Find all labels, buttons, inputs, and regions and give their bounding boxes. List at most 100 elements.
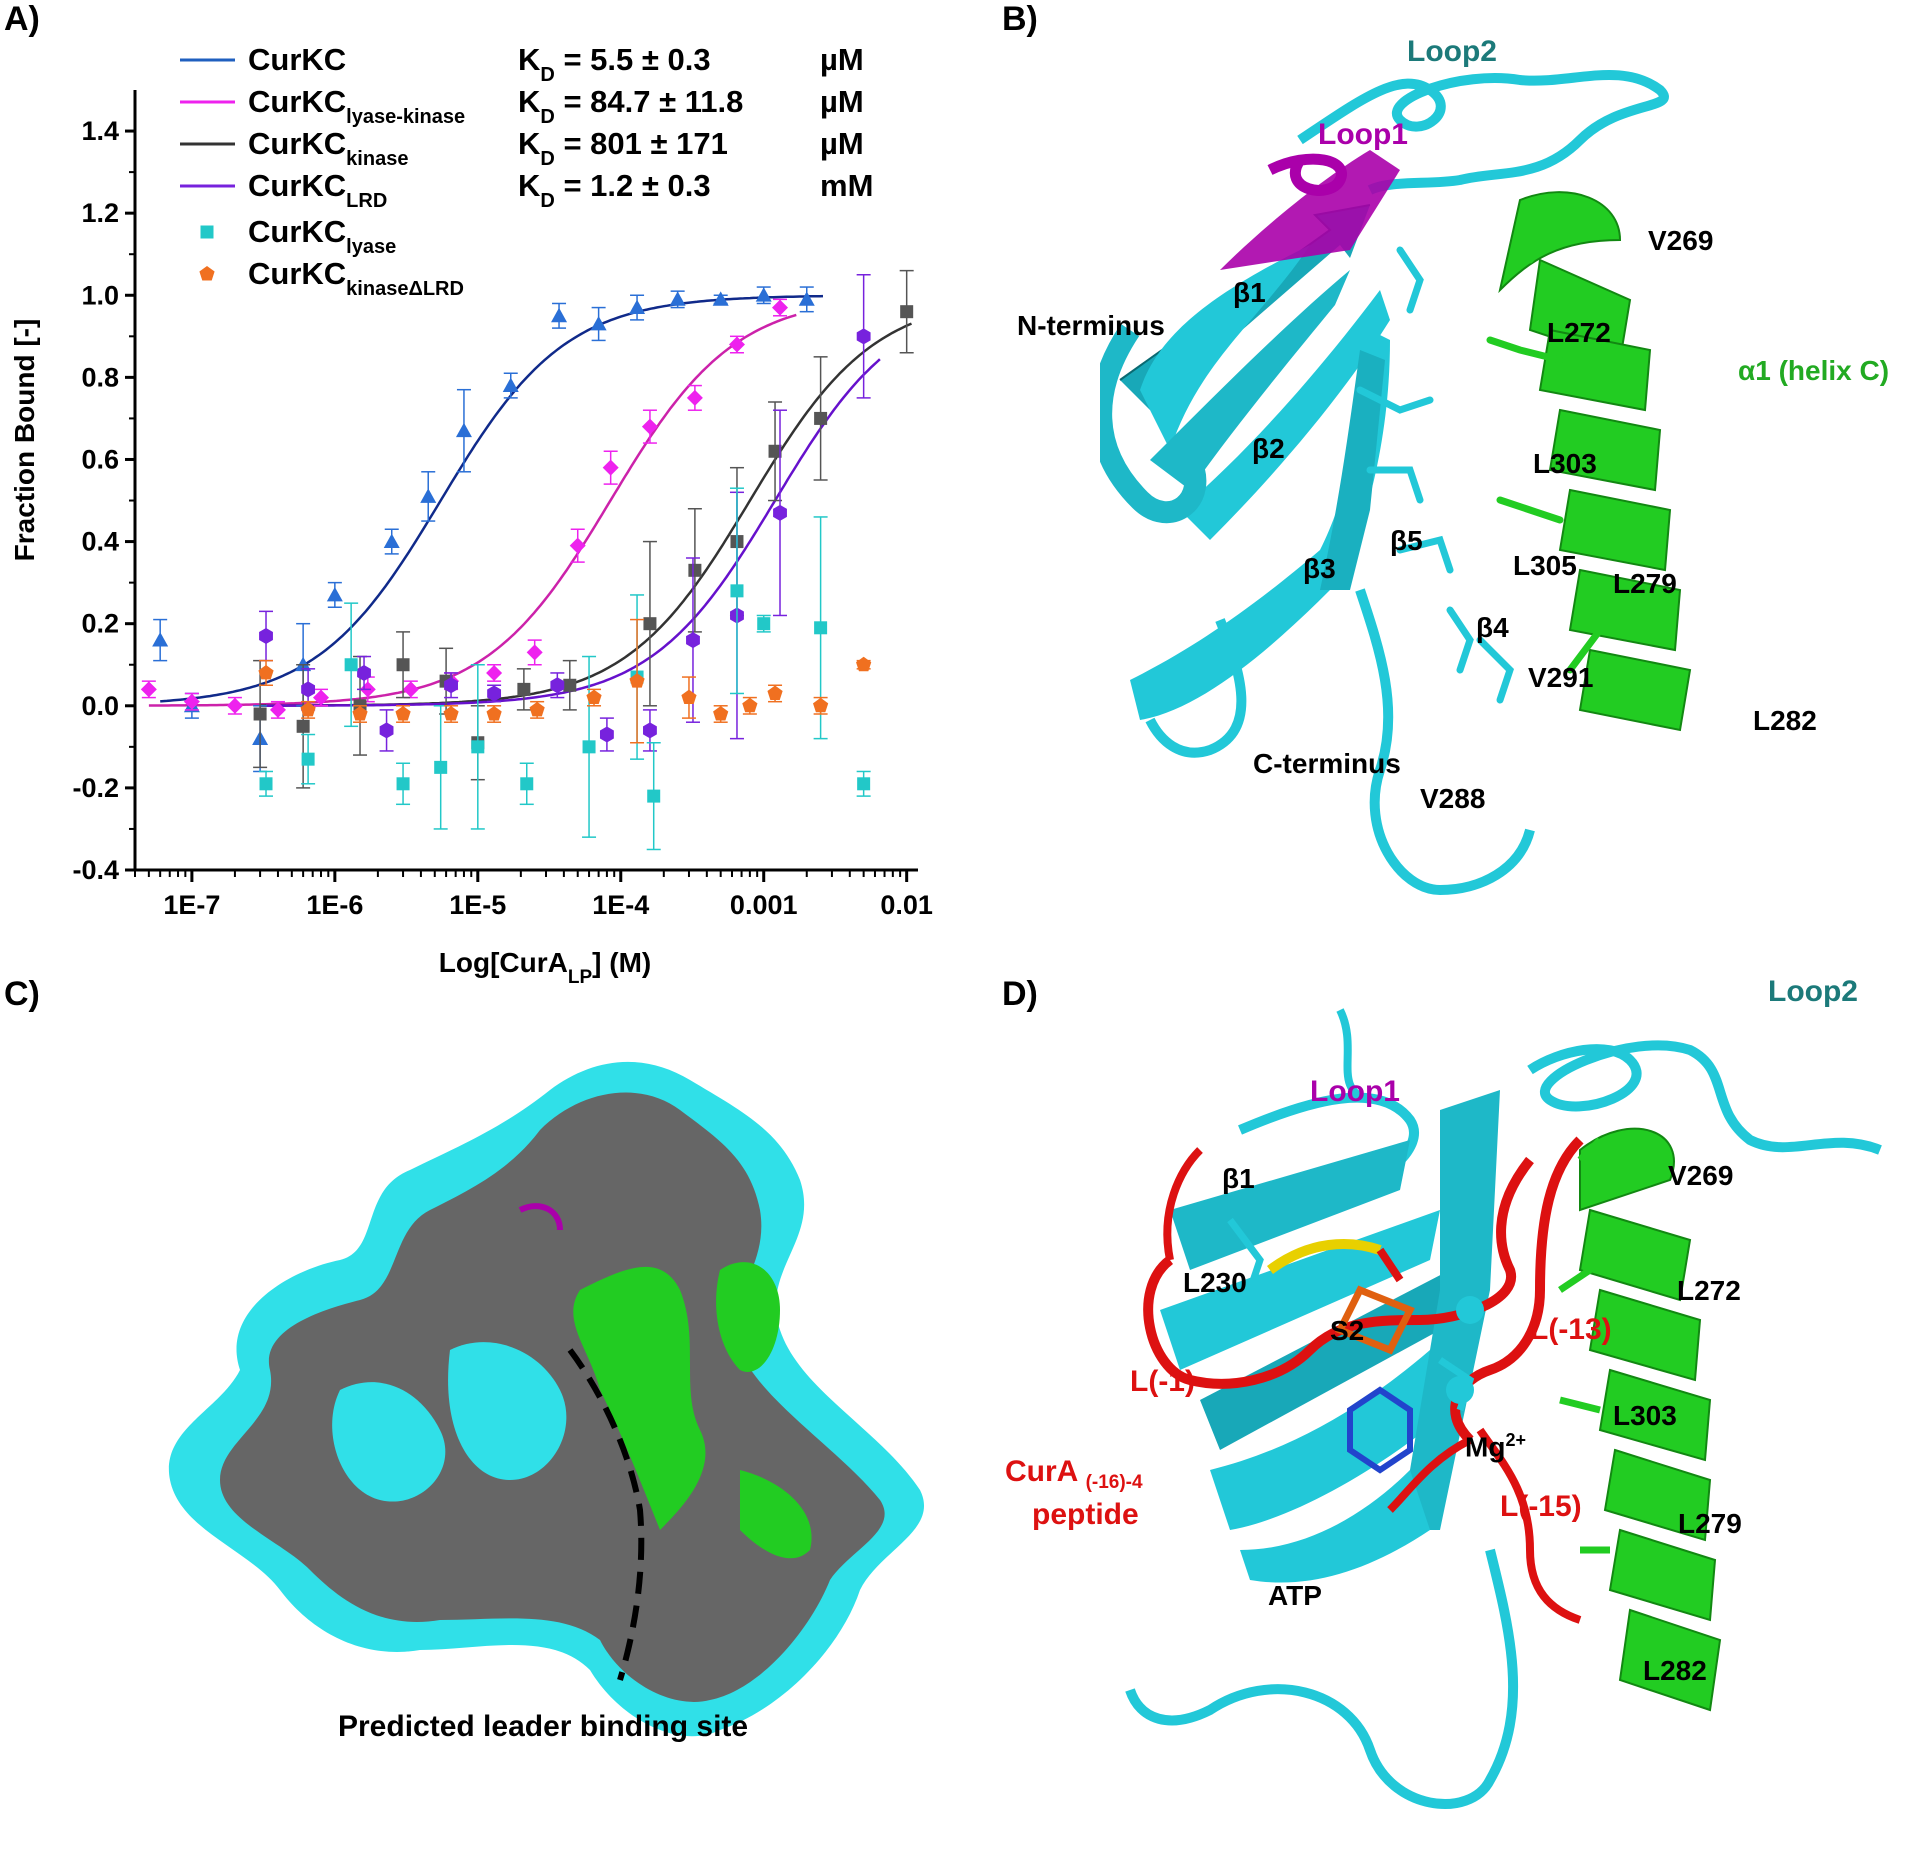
data-point xyxy=(590,316,607,331)
data-point xyxy=(755,287,772,302)
d-l279-label: L279 xyxy=(1678,1508,1742,1539)
d-v269-label: V269 xyxy=(1668,1160,1734,1191)
x-tick-label: 1E-6 xyxy=(306,890,363,920)
b-helix-label: α1 (helix C) xyxy=(1738,355,1890,386)
data-point xyxy=(520,777,534,791)
y-tick-label: 0.2 xyxy=(81,609,119,639)
data-point xyxy=(643,617,657,631)
data-point xyxy=(183,693,200,710)
data-point xyxy=(444,677,458,694)
x-tick-label: 0.001 xyxy=(730,890,798,920)
data-point xyxy=(434,760,448,774)
b-beta2-label: β2 xyxy=(1252,433,1285,464)
data-point xyxy=(641,418,658,435)
d-l1-label: L(-1) xyxy=(1130,1365,1195,1398)
d-atp-label: ATP xyxy=(1268,1580,1322,1611)
b-loop1-label: Loop1 xyxy=(1318,118,1408,151)
x-tick-label: 1E-4 xyxy=(592,890,649,920)
data-point xyxy=(768,444,782,458)
d-l15-label: L(-15) xyxy=(1500,1490,1582,1523)
data-point xyxy=(647,789,661,803)
b-l305-label: L305 xyxy=(1513,550,1577,581)
data-point xyxy=(420,488,437,503)
x-tick-label: 0.01 xyxy=(880,890,933,920)
data-point xyxy=(486,706,502,721)
data-point xyxy=(900,305,914,319)
d-l13-label: L(-13) xyxy=(1530,1313,1612,1346)
x-tick-label: 1E-7 xyxy=(163,890,220,920)
b-v291-label: V291 xyxy=(1528,662,1594,693)
data-point xyxy=(856,328,871,345)
legend-label: CurKClyase xyxy=(248,214,396,258)
fit-curve xyxy=(148,313,797,707)
data-point xyxy=(767,685,783,700)
b-beta5-label: β5 xyxy=(1390,525,1423,556)
data-point xyxy=(471,740,485,754)
data-point xyxy=(357,664,371,681)
legend-kd: KD = 5.5 ± 0.3 xyxy=(518,42,711,86)
b-l279-label: L279 xyxy=(1613,568,1677,599)
data-point xyxy=(443,706,459,721)
data-point xyxy=(259,628,273,644)
data-point xyxy=(857,777,871,791)
data-point xyxy=(253,707,267,721)
data-point xyxy=(814,621,828,635)
data-point xyxy=(629,299,646,314)
legend-label: CurKCkinase xyxy=(248,126,408,170)
data-point xyxy=(269,701,286,718)
panel-d-letter: D) xyxy=(1002,975,1038,1013)
c-caption: Predicted leader binding site xyxy=(338,1710,749,1743)
b-l282-label: L282 xyxy=(1753,705,1817,736)
data-point xyxy=(140,681,157,698)
data-point xyxy=(486,664,503,681)
data-point xyxy=(502,377,519,392)
data-point xyxy=(798,291,815,306)
b-v288-label: V288 xyxy=(1420,783,1486,814)
d-l303-label: L303 xyxy=(1613,1400,1677,1431)
surface-c xyxy=(168,1061,925,1737)
d-s2-label: S2 xyxy=(1330,1315,1365,1346)
d-loop1-label: Loop1 xyxy=(1310,1075,1400,1108)
d-l272-label: L272 xyxy=(1677,1275,1741,1306)
legend-label: CurKCLRD xyxy=(248,168,387,212)
data-point xyxy=(152,632,169,647)
data-point xyxy=(563,678,577,692)
data-point xyxy=(529,701,545,717)
data-point xyxy=(301,681,316,698)
legend-swatch xyxy=(199,266,215,281)
fit-curve xyxy=(260,322,912,707)
data-point xyxy=(686,632,700,649)
data-point xyxy=(296,719,310,733)
legend-unit: mM xyxy=(820,168,873,203)
data-point xyxy=(757,617,771,631)
panel-a-letter: A) xyxy=(4,0,40,38)
data-point xyxy=(728,336,745,353)
b-n-terminus-label: N-terminus xyxy=(1017,310,1165,341)
data-point xyxy=(455,422,472,438)
data-point xyxy=(326,586,343,602)
b-beta1-label: β1 xyxy=(1233,277,1266,308)
data-point xyxy=(551,307,568,323)
data-point xyxy=(629,673,645,688)
data-point xyxy=(813,697,829,713)
data-point xyxy=(773,504,787,521)
data-point xyxy=(856,656,872,672)
y-tick-label: 1.4 xyxy=(81,116,119,146)
y-tick-label: 0.6 xyxy=(81,444,119,474)
legend-label: CurKCkinaseΔLRD xyxy=(248,256,464,300)
legend-kd: KD = 1.2 ± 0.3 xyxy=(518,168,711,212)
data-point xyxy=(226,697,243,714)
data-point xyxy=(300,701,316,717)
data-point xyxy=(602,459,619,476)
legend-kd: KD = 84.7 ± 11.8 xyxy=(518,84,743,128)
data-point xyxy=(395,706,411,721)
data-point xyxy=(402,681,419,698)
legend-label: CurKC xyxy=(248,42,346,77)
data-point xyxy=(681,689,697,705)
legend-kd: KD = 801 ± 171 xyxy=(518,126,728,170)
d-cura-label: CurA (-16)-4 xyxy=(1005,1455,1143,1493)
data-point xyxy=(688,563,702,577)
data-point xyxy=(669,291,686,306)
data-point xyxy=(712,291,729,306)
y-tick-label: 0.8 xyxy=(81,362,119,392)
